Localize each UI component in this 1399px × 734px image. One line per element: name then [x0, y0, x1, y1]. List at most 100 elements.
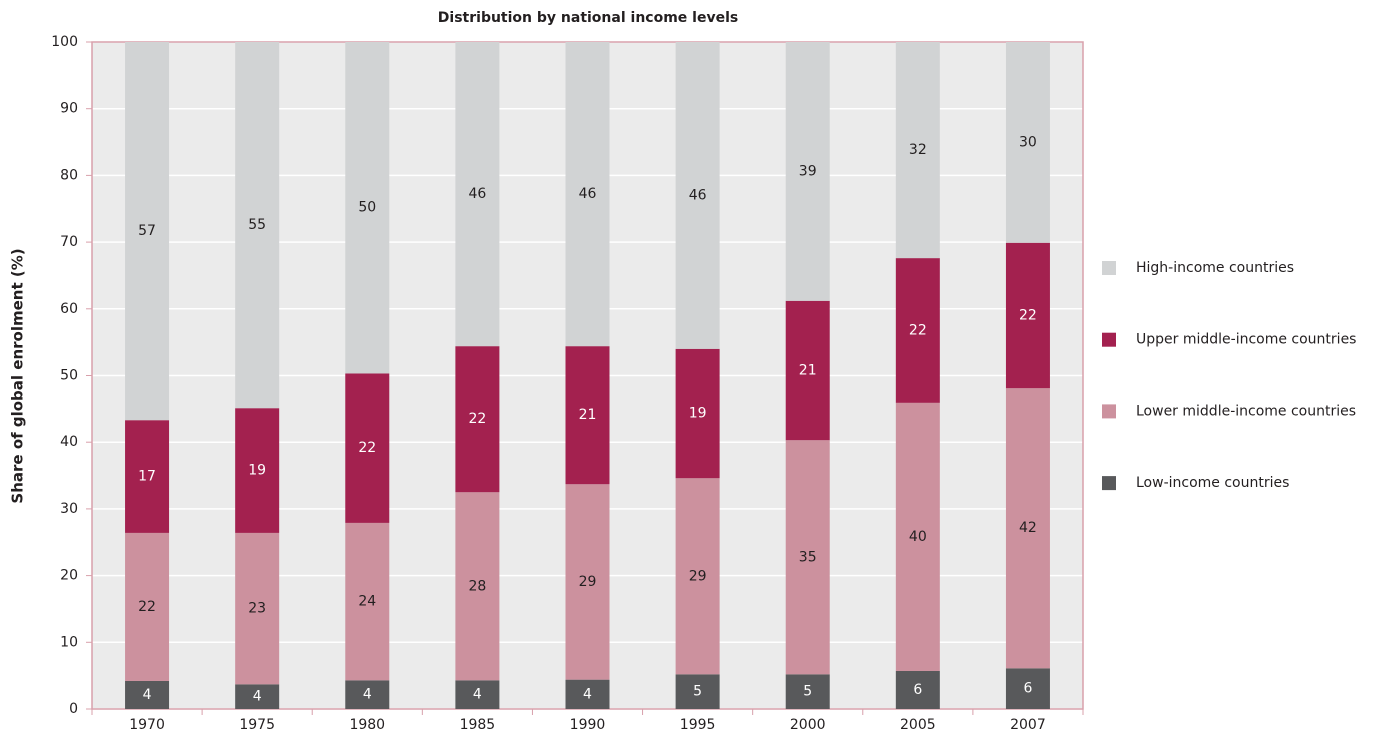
bar-segment [565, 346, 610, 485]
bar-segment [235, 684, 280, 709]
legend-label: High-income countries [1136, 260, 1294, 276]
y-tick-label: 70 [60, 234, 78, 250]
x-tick-label: 1990 [570, 717, 606, 733]
data-label: 28 [468, 578, 486, 594]
data-label: 46 [579, 186, 597, 202]
bar-segment [675, 42, 720, 349]
bar-segment [345, 373, 390, 523]
bar-segment [565, 679, 610, 709]
bar-segment [235, 408, 280, 533]
data-label: 22 [468, 411, 486, 427]
data-label: 30 [1019, 134, 1037, 150]
y-tick-label: 100 [51, 34, 78, 50]
x-tick-label: 1970 [129, 717, 165, 733]
bar-segment [785, 674, 830, 709]
data-label: 39 [799, 163, 817, 179]
x-tick-label: 1980 [349, 717, 385, 733]
data-label: 55 [248, 217, 266, 233]
data-label: 17 [138, 469, 156, 485]
bar-segment [895, 258, 940, 403]
bar-segment [785, 440, 830, 675]
data-label: 50 [358, 200, 376, 216]
bar-segment [455, 492, 500, 681]
x-tick-label: 1995 [680, 717, 716, 733]
bar-segment [345, 680, 390, 709]
y-tick-label: 20 [60, 568, 78, 584]
data-label: 5 [803, 684, 812, 700]
bar-segment [785, 42, 830, 301]
x-tick-label: 1975 [239, 717, 275, 733]
y-tick-label: 40 [60, 434, 78, 450]
bar-segment [895, 670, 940, 709]
bar-segment [455, 680, 500, 709]
data-label: 22 [358, 440, 376, 456]
data-label: 23 [248, 601, 266, 617]
bar-segment [125, 420, 170, 533]
data-label: 5 [693, 684, 702, 700]
data-label: 6 [1023, 681, 1032, 697]
data-label: 22 [909, 322, 927, 338]
bar-segment [565, 484, 610, 680]
bar-segment [125, 532, 170, 681]
bar-segment [125, 42, 170, 421]
bar-segment [235, 532, 280, 685]
data-label: 6 [913, 682, 922, 698]
bar-segment [1005, 42, 1050, 243]
bar-segment [895, 42, 940, 259]
legend-swatch [1102, 404, 1116, 419]
data-label: 42 [1019, 520, 1037, 536]
legend-swatch [1102, 332, 1116, 347]
bar-segment [1005, 668, 1050, 709]
data-label: 32 [909, 142, 927, 158]
legend-label: Lower middle-income countries [1136, 403, 1356, 419]
bar-segment [455, 346, 500, 493]
y-tick-label: 50 [60, 368, 78, 384]
x-tick-label: 2000 [790, 717, 826, 733]
y-tick-label: 90 [60, 101, 78, 117]
data-label: 4 [143, 687, 152, 703]
data-label: 29 [579, 574, 597, 590]
data-label: 22 [138, 599, 156, 615]
bar-segment [785, 300, 830, 441]
y-tick-label: 0 [69, 701, 78, 717]
bar-segment [675, 674, 720, 709]
chart-title: Distribution by national income levels [438, 10, 738, 26]
bar-segment [675, 348, 720, 479]
bar-segment [675, 478, 720, 675]
data-label: 57 [138, 223, 156, 239]
bar-segment [1005, 242, 1050, 389]
legend-swatch [1102, 261, 1116, 275]
bar-segment [235, 42, 280, 409]
data-label: 40 [909, 529, 927, 545]
legend-label: Upper middle-income countries [1136, 332, 1356, 348]
legend-swatch [1102, 476, 1116, 491]
bar-segment [125, 680, 170, 709]
data-label: 35 [799, 549, 817, 565]
data-label: 19 [689, 406, 707, 422]
bar-segment [1005, 388, 1050, 669]
bar-segment [565, 42, 610, 347]
data-label: 29 [689, 568, 707, 584]
data-label: 19 [248, 463, 266, 479]
data-label: 21 [799, 362, 817, 378]
bar-segment [345, 42, 390, 374]
x-tick-label: 1985 [460, 717, 496, 733]
bar-segment [455, 42, 500, 347]
y-tick-label: 10 [60, 634, 78, 650]
y-axis-title: Share of global enrolment (%) [9, 248, 27, 503]
y-tick-label: 80 [60, 167, 78, 183]
data-label: 46 [689, 187, 707, 203]
data-label: 22 [1019, 307, 1037, 323]
x-tick-label: 2005 [900, 717, 936, 733]
data-label: 4 [473, 687, 482, 703]
legend-label: Low-income countries [1136, 475, 1289, 491]
data-label: 46 [468, 186, 486, 202]
y-tick-label: 30 [60, 501, 78, 517]
bar-segment [895, 402, 940, 671]
data-label: 21 [579, 407, 597, 423]
data-label: 24 [358, 594, 376, 610]
data-label: 4 [363, 687, 372, 703]
y-tick-label: 60 [60, 301, 78, 317]
bar-segment [345, 522, 390, 681]
